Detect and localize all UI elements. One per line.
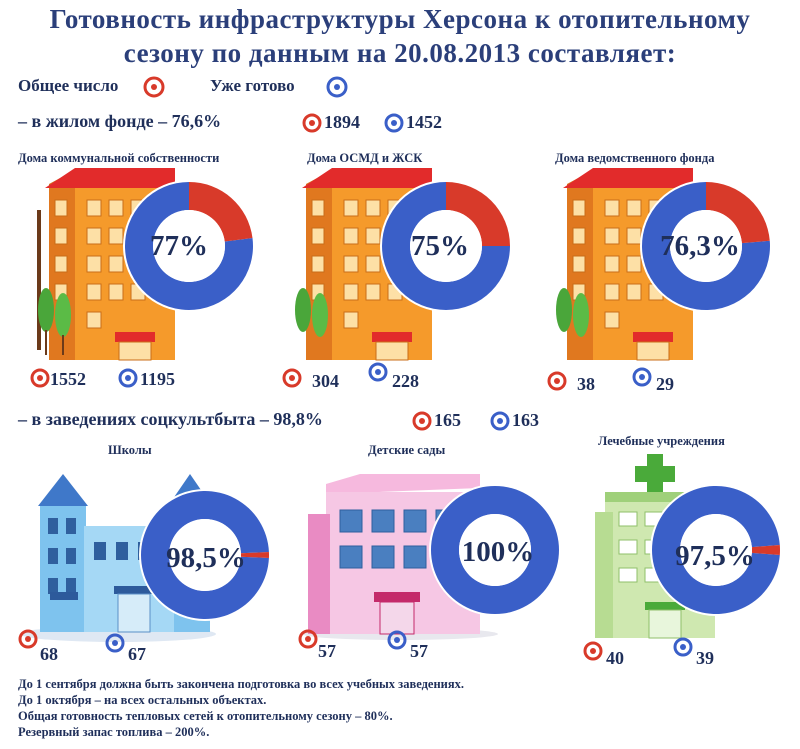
chart-1-caption: Дома коммунальной собственности [18,151,220,165]
donut-5-ready-slice [430,486,559,614]
chart-2-total-icon [282,368,302,388]
chart-3-center-label: 76,3% [660,230,740,262]
chart-5-ready-icon [387,630,407,650]
donut-4-hole [169,519,241,591]
chart-2-center-label: 75% [411,230,469,262]
note-3: Общая готовность тепловых сетей к отопит… [18,709,393,723]
legend-total-icon [143,76,165,98]
legend-total-label: Общее число [18,76,119,95]
chart-1-total-icon [30,368,50,388]
donut-1-hole [153,210,225,282]
section-social-ready: 163 [512,410,539,430]
chart-5-total: 57 [318,641,336,661]
section-social-label: – в заведениях соцкультбыта – 98,8% [18,409,323,429]
chart-1-total: 1552 [50,369,86,389]
chart-1-center-label: 77% [150,230,208,262]
chart-6-caption: Лечебные учреждения [598,434,725,448]
legend-ready-icon [326,76,348,98]
chart-4-caption: Школы [108,443,152,457]
chart-6-center-label: 97,5% [675,540,755,572]
chart-3-total: 38 [577,374,595,394]
donut-2-ready-slice [382,182,510,310]
donut-1-not-ready-slice [189,182,253,242]
donut-chart-3 [640,180,772,312]
apartment-building-icon-3 [556,168,693,361]
chart-3-ready: 29 [656,374,674,394]
donut-chart-6 [650,484,782,616]
chart-5-total-icon [298,629,318,649]
section-housing-total-icon [302,113,322,133]
chart-6-total-icon [583,641,603,661]
chart-5-caption: Детские сады [368,443,446,457]
chart-4-total-icon [18,629,38,649]
chart-2-ready-icon [368,362,388,382]
donut-3-hole [670,210,742,282]
donut-6-ready-slice [652,485,780,614]
donut-chart-5 [429,484,561,616]
donut-1-ready-slice [125,182,253,310]
chart-3-total-icon [547,371,567,391]
section-housing-ready-icon [384,113,404,133]
note-1: До 1 сентября должна быть закончена подг… [18,677,465,691]
chart-4-ready: 67 [128,644,146,664]
section-housing-total: 1894 [324,112,360,132]
page-title-line-1: Готовность инфраструктуры Херсона к отоп… [49,4,751,34]
section-housing-ready: 1452 [406,112,442,132]
chart-5-center-label: 100% [461,536,535,568]
donut-3-ready-slice [642,182,770,310]
donut-chart-4 [139,489,271,621]
note-2: До 1 октября – на всех остальных объекта… [18,693,267,707]
donut-4-ready-slice [141,491,269,619]
section-social-total: 165 [434,410,461,430]
legend-ready-label: Уже готово [210,76,295,95]
chart-4-ready-icon [105,633,125,653]
chart-1-ready-icon [118,368,138,388]
chart-6-ready: 39 [696,648,714,668]
donut-6-hole [680,514,752,586]
donut-2-not-ready-slice [446,182,510,246]
page-title-line-2: сезону по данным на 20.08.2013 составляе… [123,38,677,68]
chart-2-ready: 228 [392,371,419,391]
chart-2-caption: Дома ОСМД и ЖСК [307,151,423,165]
section-social-ready-icon [490,411,510,431]
chart-4-center-label: 98,5% [166,542,246,574]
apartment-building-icon-2 [295,168,432,361]
donut-5-hole [459,514,531,586]
donut-3-not-ready-slice [706,182,770,244]
section-housing-label: – в жилом фонде – 76,6% [18,111,222,131]
donut-chart-2 [380,180,512,312]
chart-6-total: 40 [606,648,624,668]
chart-4-total: 68 [40,644,58,664]
donut-2-hole [410,210,482,282]
section-social-total-icon [412,411,432,431]
chart-3-caption: Дома ведомственного фонда [555,151,715,165]
chart-6-ready-icon [673,637,693,657]
chart-1-ready: 1195 [140,369,176,389]
note-4: Резервный запас топлива – 200%. [18,725,210,739]
chart-3-ready-icon [632,367,652,387]
donut-6-not-ready-slice [751,544,780,556]
donut-chart-1 [123,180,255,312]
donut-4-not-ready-slice [240,551,269,559]
chart-5-ready: 57 [410,641,428,661]
chart-2-total: 304 [312,371,339,391]
